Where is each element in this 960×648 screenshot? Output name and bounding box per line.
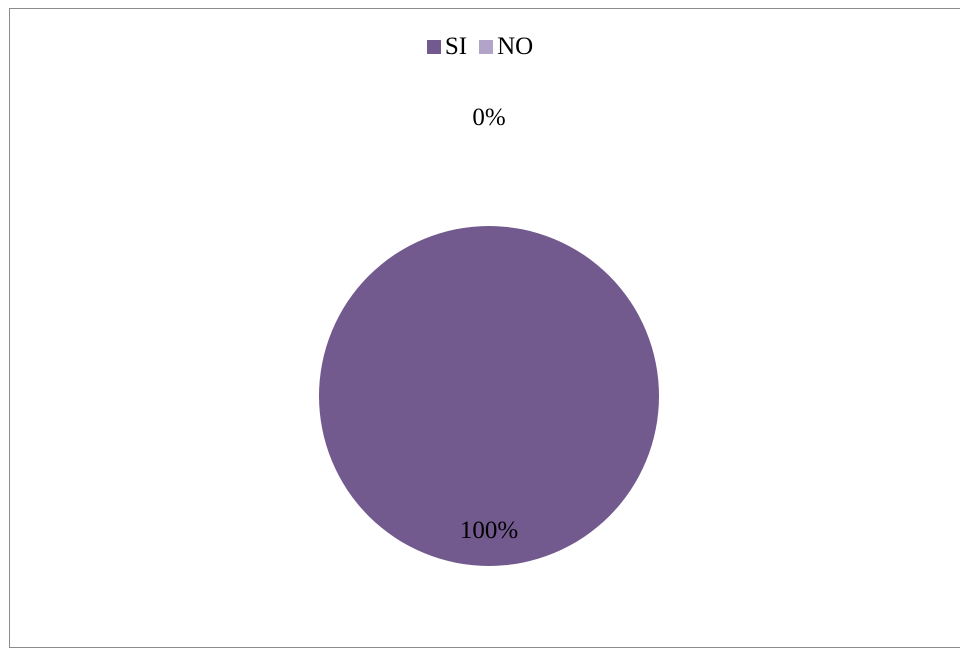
data-label-no: 0% bbox=[472, 104, 505, 131]
pie-data-labels: 100% 0% bbox=[460, 104, 518, 544]
legend-item-no: NO bbox=[479, 34, 533, 59]
pie-slices bbox=[319, 226, 659, 566]
legend-swatch-no bbox=[479, 39, 494, 54]
legend-label-no: NO bbox=[497, 33, 534, 60]
legend-swatch-si bbox=[426, 39, 441, 54]
pie-chart: 100% 0% bbox=[319, 104, 659, 566]
legend-item-si: SI bbox=[426, 33, 468, 60]
chart-legend: SI NO bbox=[0, 34, 960, 59]
data-label-si: 100% bbox=[460, 517, 518, 544]
legend-label-si: SI bbox=[444, 33, 468, 60]
pie-slice-si bbox=[319, 226, 659, 566]
